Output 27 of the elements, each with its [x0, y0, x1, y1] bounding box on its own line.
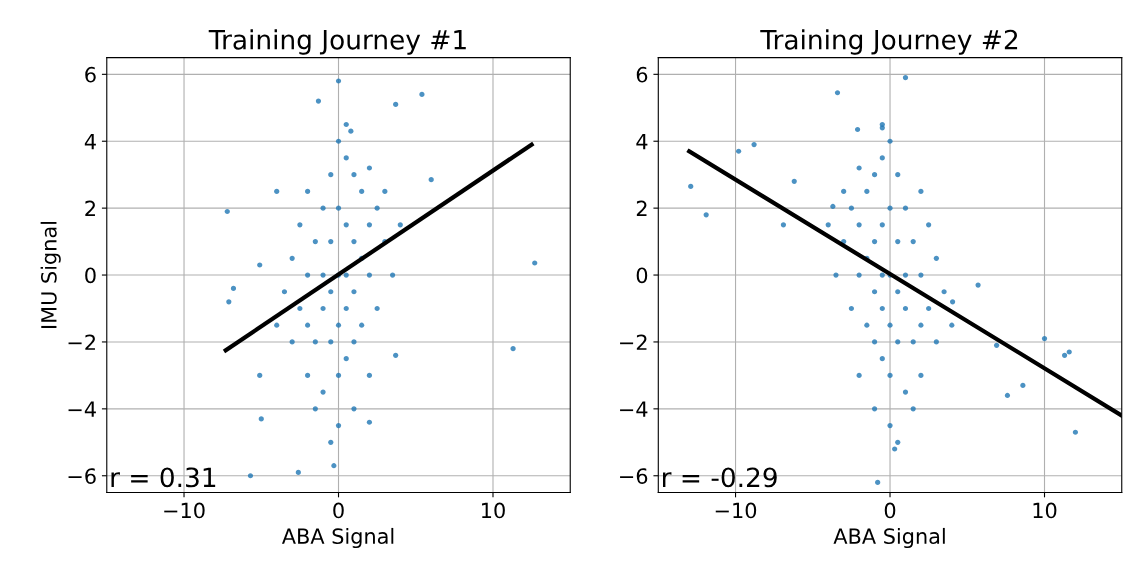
- y-tick-label: −4: [620, 401, 648, 417]
- y-tick-label: 4: [636, 133, 648, 150]
- x-axis-title: ABA Signal: [833, 527, 945, 549]
- y-tick-label: −6: [620, 468, 648, 484]
- y-tick-label: −2: [68, 334, 95, 350]
- annotation: r = -0.29: [663, 467, 777, 488]
- x-tick-label: 0: [884, 502, 896, 519]
- chart-title: Training Journey #2: [760, 29, 1018, 55]
- x-tick-label: 10: [482, 502, 505, 519]
- x-tick-label: 10: [1033, 502, 1057, 519]
- y-tick-label: 6: [636, 66, 648, 83]
- chart-title: Training Journey #1: [208, 29, 466, 55]
- y-tick-label: 0: [85, 267, 96, 284]
- annotation: r = 0.31: [111, 467, 216, 488]
- x-tick-label: −10: [164, 502, 205, 519]
- y-tick-label: 6: [85, 66, 96, 83]
- y-tick-label: −6: [68, 468, 96, 484]
- y-tick-label: 4: [84, 133, 96, 150]
- y-axis-title: IMU Signal: [40, 222, 61, 328]
- x-tick-label: −10: [715, 502, 757, 519]
- y-tick-label: −2: [620, 334, 647, 350]
- y-tick-label: 0: [636, 267, 648, 284]
- x-axis-title: ABA Signal: [281, 527, 394, 549]
- x-tick-label: 0: [333, 502, 344, 519]
- y-tick-label: −4: [68, 401, 96, 417]
- y-tick-label: 2: [636, 200, 647, 217]
- y-tick-label: 2: [85, 200, 95, 217]
